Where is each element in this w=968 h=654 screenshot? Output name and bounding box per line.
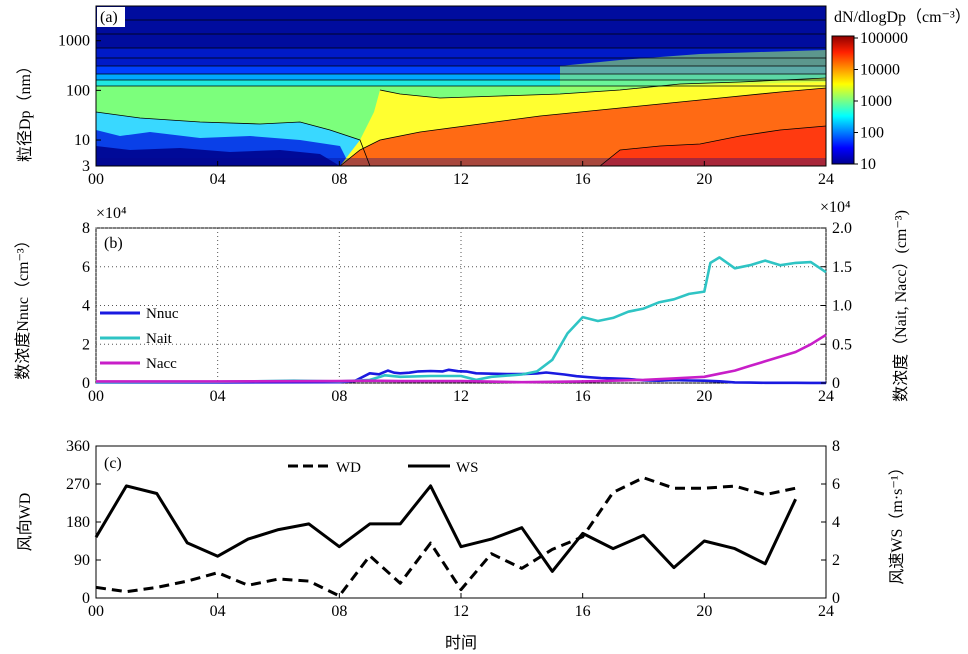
contour-lines [96,19,826,166]
panel-c-x-tick-label: 12 [453,603,469,620]
panel-c-y-label-left: 风向WD [16,493,34,552]
panel-c-x-tick-label: 08 [331,603,347,620]
late-green [560,50,826,92]
panel-a-x-tick-label: 00 [88,171,104,188]
panel-c-left-tick-label: 360 [66,438,90,455]
panel-a-x-tick-label: 12 [453,171,469,188]
colorbar-tick-label: 10 [860,156,876,173]
colorbar-title: dN/dlogDp（cm⁻³） [834,8,968,26]
colorbar-tick-label: 10000 [860,62,900,79]
panel-c-x-tick-label: 24 [818,603,834,620]
panel-a-x-tick-label: 20 [696,171,712,188]
panel-c-left-tick-label: 180 [66,514,90,531]
panel-b-right-tick-label: 0.5 [832,336,852,353]
colorbar-tick-label: 100 [860,125,884,142]
panel-a-x-ticks: 00 04 08 12 16 20 24 [88,161,834,188]
banana-core [600,126,826,166]
panel-b-y-label-left: 数浓度Nnuc（cm⁻³） [14,232,32,379]
panel-b-x-tick-label: 20 [696,388,712,405]
panel-b-x-tick-label: 00 [88,388,104,405]
panel-b-x-tick-label: 04 [210,388,226,405]
panel-b-left-tick-label: 8 [82,220,90,237]
colorbar-tick-label: 1000 [860,93,892,110]
panel-c-x-tick-label: 20 [696,603,712,620]
panel-c-label: (c) [104,455,122,472]
panel-b-legend: Nnuc Nait Nacc [100,306,179,372]
panel-b-left-tick-label: 2 [82,336,90,353]
panel-b-y-label-right: 数浓度（Nait, Nacc）(cm⁻³) [892,210,910,402]
panel-c-right-tick-label: 2 [832,552,840,569]
panel-a-y-tick-label: 10 [74,132,90,149]
panel-b-right-tick-label: 2.0 [832,220,852,237]
panel-c-legend: WD WS [288,460,479,476]
legend-ws-label: WS [456,460,479,476]
heatmap [96,6,826,166]
panel-a-y-label: 粒径Dp（nm） [16,58,34,162]
panel-b-right-tick-label: 1.5 [832,259,852,276]
band-upper [96,6,826,48]
panel-b-left-multiplier: ×10⁴ [96,205,127,222]
panel-a-label-bg [97,7,125,27]
panel-b-left-tick-label: 0 [82,375,90,392]
panel-a-y-tick-label: 100 [66,82,90,99]
panel-b-left-tick-label: 4 [82,298,90,315]
lower-darkblue [96,146,340,166]
panel-a-x-tick-label: 24 [818,171,834,188]
panel-c-x-tick-label: 16 [575,603,591,620]
panel-b-series [95,256,827,385]
panel-b-right-tick-label: 1.0 [832,298,852,315]
colorbar-ticks: 10 100 1000 10000 100000 [854,30,908,173]
panel-a-x-tick-label: 04 [210,171,226,188]
panel-b-x-tick-label: 08 [331,388,347,405]
panel-c-x-label: 时间 [445,634,477,652]
panel-b-x-tick-label: 24 [818,388,834,405]
panel-c-right-tick-label: 0 [832,590,840,607]
panel-c-x-tick-label: 04 [210,603,226,620]
panel-a-y-ticks: 3 10 100 1000 [58,33,101,175]
panel-a-y-tick-label: 1000 [58,33,90,50]
panel-b-grid [95,227,827,384]
panel-a-x-tick-label: 08 [331,171,347,188]
panel-b-right-multiplier: ×10⁴ [820,199,851,216]
series-nnuc-line [96,368,826,385]
legend-wd-label: WD [336,460,361,476]
panel-c-x-tick-label: 00 [88,603,104,620]
legend-nait-label: Nait [146,331,173,347]
panel-c-series [94,476,797,598]
panel-b-left-tick-label: 6 [82,259,90,276]
colorbar [831,35,855,165]
panel-b-label: (b) [104,235,123,252]
panel-c-left-tick-label: 90 [74,552,90,569]
panel-c-left-tick-label: 270 [66,476,90,493]
series-nait-line [95,256,827,384]
panel-c-right-tick-label: 8 [832,438,840,455]
panel-a-label: (a) [100,9,118,26]
panel-a-x-tick-label: 16 [575,171,591,188]
panel-b-x-tick-label: 12 [453,388,469,405]
panel-c-right-tick-label: 4 [832,514,840,531]
panel-a: (a) 3 10 100 1000 00 04 08 12 16 20 24 粒径Dp（nm） d… [16,5,968,188]
panel-c-y-label-right: 风速WS（m·s⁻¹） [888,459,906,584]
legend-nacc-label: Nacc [146,356,177,372]
legend-nnuc-label: Nnuc [146,306,179,322]
panel-b-right-tick-label: 0 [832,375,840,392]
panel-a-y-tick-label: 3 [82,158,90,175]
panel-b-x-tick-label: 16 [575,388,591,405]
series-ws-line [94,484,797,573]
panel-c-frame [95,445,827,599]
panel-c-right-tick-label: 6 [832,476,840,493]
series-wd-line [95,476,796,598]
series-nacc-line [96,333,827,384]
colorbar-tick-label: 100000 [860,30,908,47]
panel-c-left-tick-label: 0 [82,590,90,607]
